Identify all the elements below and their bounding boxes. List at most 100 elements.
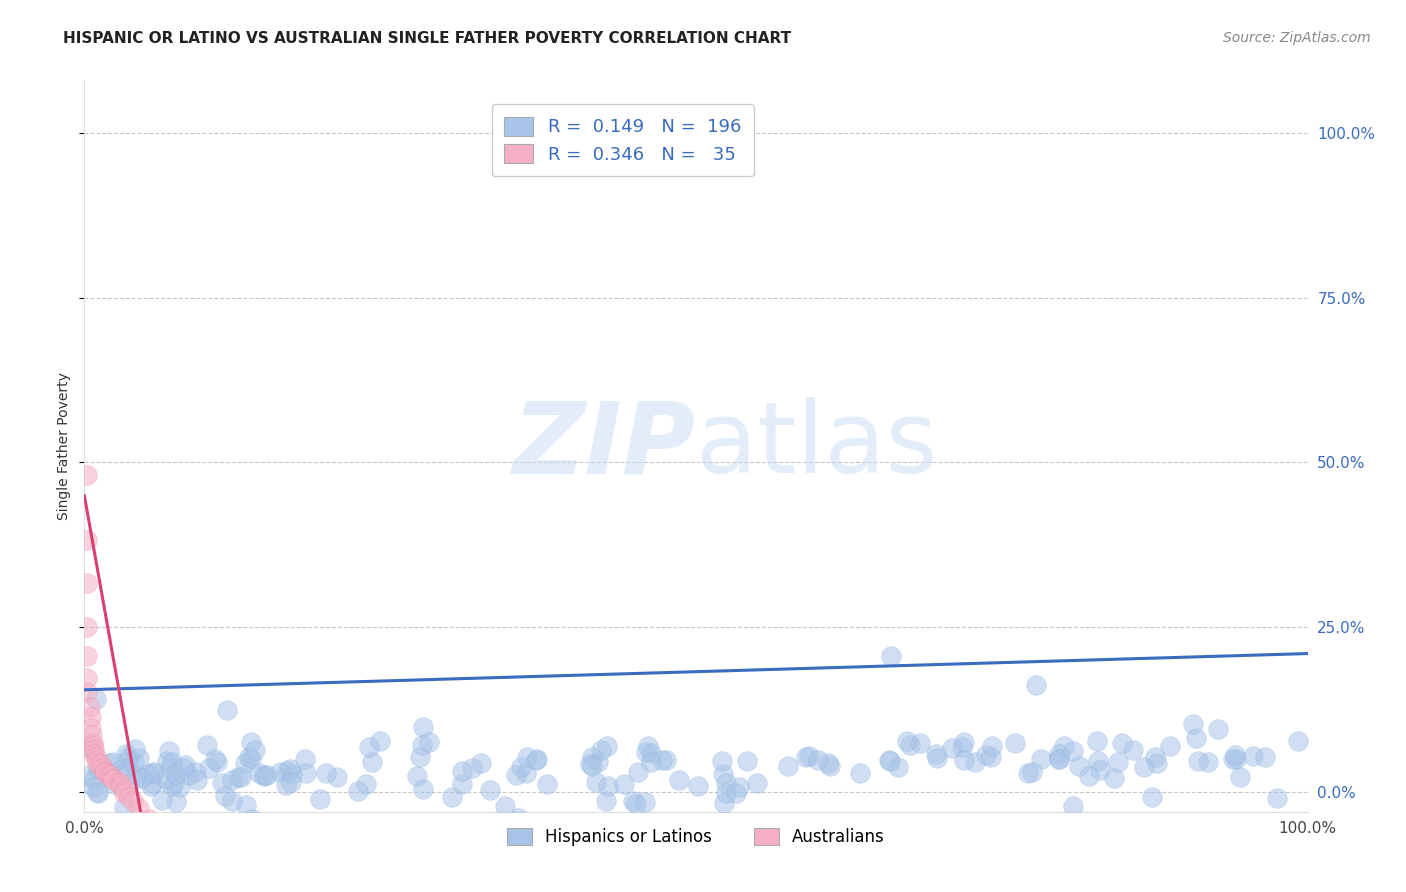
Point [103, 689, 125, 703]
Point [941, 623, 963, 637]
Point [581, 656, 603, 670]
Point [1223, 637, 1246, 651]
Point [817, 651, 839, 665]
Point [651, 644, 673, 658]
Point [627, 665, 650, 680]
Point [159, 659, 181, 673]
Point [711, 670, 734, 684]
Point [256, 673, 278, 687]
Point [640, 648, 662, 663]
Point [308, 715, 330, 730]
Point [953, 612, 976, 626]
Point [165, 721, 187, 735]
Point [776, 656, 799, 670]
Point [588, 648, 610, 663]
Point [494, 728, 516, 742]
Point [110, 692, 132, 706]
Point [1140, 712, 1163, 726]
Point [141, 687, 163, 701]
Point [204, 642, 226, 657]
Point [80, 600, 103, 615]
Y-axis label: Single Father Poverty: Single Father Poverty [56, 372, 70, 520]
Point [1187, 648, 1209, 662]
Point [1185, 606, 1208, 620]
Point [887, 657, 910, 672]
Point [86, 534, 108, 549]
Point [86, 703, 108, 717]
Point [412, 698, 434, 712]
Point [1225, 644, 1247, 658]
Point [799, 637, 821, 651]
Point [240, 612, 263, 626]
Point [114, 633, 136, 648]
Point [950, 622, 973, 636]
Point [1047, 642, 1070, 657]
Point [174, 655, 197, 669]
Point [226, 675, 249, 690]
Point [294, 643, 316, 657]
Point [82, 620, 104, 634]
Point [1144, 640, 1167, 654]
Point [276, 665, 298, 680]
Point [238, 640, 260, 654]
Point [727, 695, 749, 709]
Point [160, 648, 183, 662]
Point [76, 495, 98, 509]
Point [1047, 643, 1070, 657]
Point [1021, 666, 1043, 681]
Point [112, 699, 135, 714]
Point [713, 723, 735, 738]
Point [122, 648, 145, 662]
Point [108, 686, 131, 700]
Point [1087, 646, 1109, 660]
Point [165, 671, 187, 685]
Point [118, 713, 141, 727]
Point [451, 689, 474, 703]
Point [163, 687, 186, 701]
Point [1146, 651, 1168, 665]
Point [1107, 649, 1129, 664]
Point [325, 675, 347, 690]
Point [233, 650, 256, 665]
Point [86, 640, 108, 654]
Point [1025, 508, 1047, 523]
Text: atlas: atlas [696, 398, 938, 494]
Point [160, 693, 183, 707]
Point [86, 647, 108, 661]
Point [898, 618, 921, 632]
Point [1254, 640, 1277, 654]
Point [80, 587, 103, 601]
Point [595, 719, 617, 733]
Point [710, 647, 733, 661]
Point [253, 672, 276, 686]
Point [714, 687, 737, 701]
Point [965, 649, 987, 664]
Point [122, 680, 145, 694]
Point [179, 673, 201, 687]
Point [405, 673, 427, 688]
Point [83, 680, 105, 694]
Point [688, 693, 710, 707]
Point [879, 455, 901, 469]
Point [138, 752, 160, 766]
Point [240, 752, 263, 766]
Point [1077, 673, 1099, 688]
Point [87, 705, 110, 719]
Point [112, 706, 135, 720]
Point [877, 645, 900, 659]
Point [1062, 629, 1084, 643]
Point [1241, 639, 1264, 653]
Point [117, 640, 139, 655]
Point [980, 640, 1002, 654]
Point [418, 613, 440, 627]
Point [143, 668, 166, 682]
Point [796, 639, 818, 653]
Point [361, 649, 384, 664]
Point [1017, 669, 1039, 683]
Point [470, 650, 492, 665]
Point [142, 666, 165, 681]
Point [127, 672, 149, 686]
Point [1047, 634, 1070, 648]
Point [247, 668, 270, 682]
Point [908, 614, 931, 628]
